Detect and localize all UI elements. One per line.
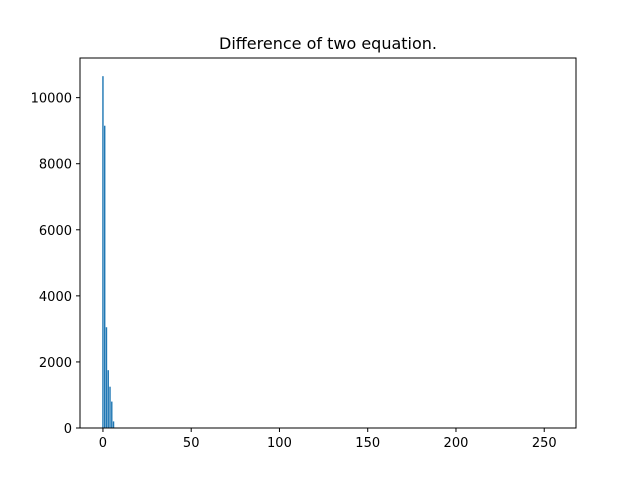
x-tick-label: 150	[355, 436, 380, 451]
y-tick-label: 6000	[39, 224, 72, 239]
bar-1	[104, 125, 106, 429]
chart-title: Difference of two equation.	[219, 34, 437, 53]
y-axis: 0 2000 4000 6000 8000 10000	[31, 92, 80, 437]
bar-0	[102, 76, 104, 428]
x-axis: 0 50 100 150 200 250	[99, 428, 557, 451]
y-tick-label: 0	[64, 422, 72, 437]
bar-6	[112, 421, 115, 428]
bar-4	[109, 386, 111, 428]
x-tick-label: 250	[532, 436, 557, 451]
y-tick-label: 10000	[31, 92, 72, 107]
y-tick-label: 8000	[39, 158, 72, 173]
bar-2	[105, 327, 108, 428]
bar-3	[107, 370, 109, 428]
x-tick-label: 0	[99, 436, 107, 451]
x-tick-label: 100	[267, 436, 292, 451]
y-tick-label: 4000	[39, 290, 72, 305]
y-tick-label: 2000	[39, 356, 72, 371]
x-tick-label: 200	[444, 436, 469, 451]
bar-5	[111, 401, 113, 428]
x-tick-label: 50	[183, 436, 200, 451]
plot-frame	[79, 57, 577, 429]
bars-group	[102, 76, 115, 429]
